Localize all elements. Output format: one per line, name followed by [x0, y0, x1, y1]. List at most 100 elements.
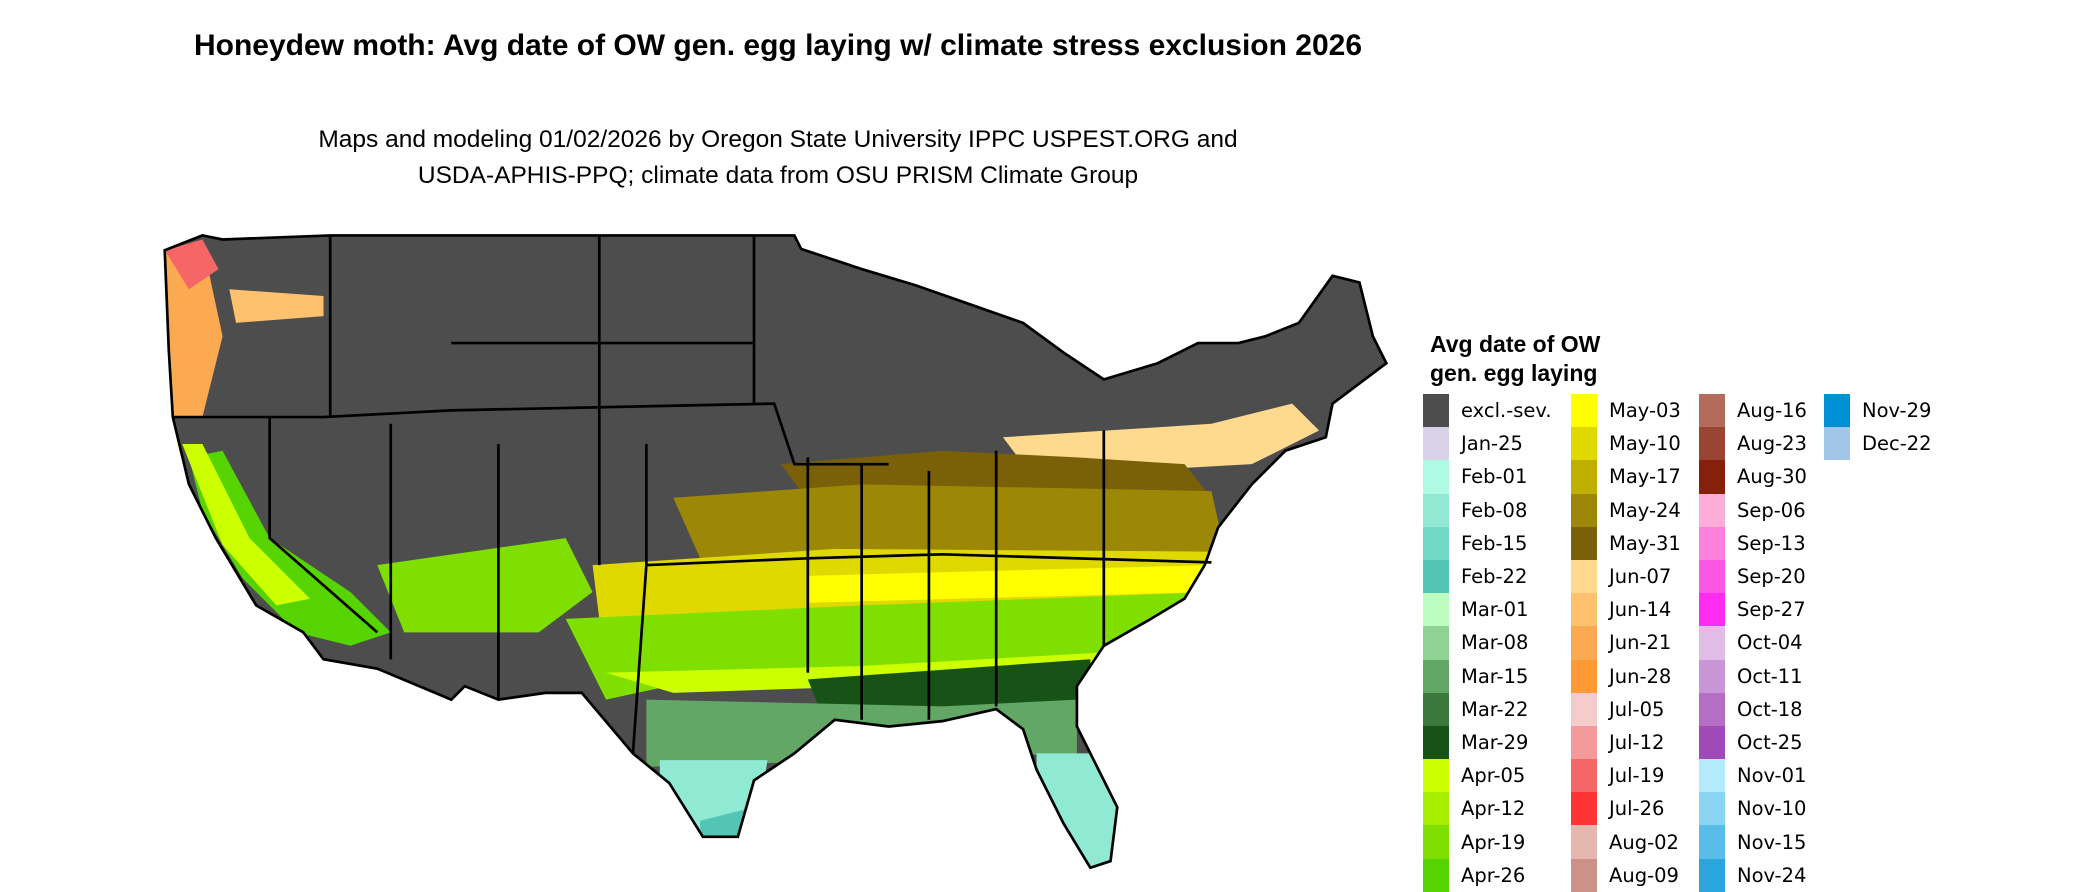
legend-swatch — [1571, 559, 1597, 594]
legend-label: Sep-13 — [1737, 531, 1806, 555]
legend-label: Oct-11 — [1737, 664, 1803, 688]
legend-label: Apr-05 — [1461, 764, 1526, 788]
legend-label: Jul-05 — [1609, 697, 1665, 721]
legend-column: Nov-29 Dec-22 — [1824, 394, 1932, 461]
legend-column: May-03 May-10 May-17 May-24 May-31 Jun-07 Jun-… — [1571, 394, 1681, 892]
legend-label: Apr-26 — [1461, 863, 1526, 887]
legend-swatch — [1699, 825, 1725, 859]
legend-swatch — [1423, 593, 1449, 627]
legend-item: Nov-15 — [1699, 825, 1807, 859]
legend-label: May-10 — [1609, 432, 1681, 456]
legend-item: Jun-07 — [1571, 559, 1681, 594]
legend-label: Oct-25 — [1737, 730, 1803, 754]
legend-swatch — [1571, 725, 1597, 760]
legend-item: May-17 — [1571, 460, 1681, 494]
legend-swatch — [1824, 427, 1850, 461]
map-title: Honeydew moth: Avg date of OW gen. egg l… — [178, 26, 1378, 66]
legend-item: Feb-15 — [1423, 526, 1552, 560]
legend-swatch — [1699, 858, 1725, 892]
legend-swatch — [1571, 659, 1597, 693]
legend-label: Jun-14 — [1609, 598, 1672, 622]
legend-label: Aug-30 — [1737, 465, 1807, 489]
subtitle-line-2: USDA-APHIS-PPQ; climate data from OSU PR… — [417, 162, 1139, 189]
legend-title: Avg date of OW gen. egg laying — [1430, 330, 1600, 388]
legend-item: Sep-06 — [1699, 493, 1807, 527]
legend-swatch — [1423, 559, 1449, 594]
legend-item: Jul-19 — [1571, 759, 1681, 793]
legend-swatch — [1699, 394, 1725, 428]
legend-item: Oct-04 — [1699, 626, 1807, 660]
legend-item: excl.-sev. — [1423, 394, 1552, 428]
legend: Avg date of OW gen. egg laying excl.-sev… — [1423, 330, 1932, 892]
state-lines — [172, 235, 1212, 754]
legend-swatch — [1699, 626, 1725, 660]
legend-item: Nov-10 — [1699, 792, 1807, 826]
map-subtitle: Maps and modeling 01/02/2026 by Oregon S… — [178, 122, 1378, 194]
zone-apr-05 — [606, 652, 1104, 693]
legend-swatch — [1699, 725, 1725, 760]
legend-item: Jul-12 — [1571, 725, 1681, 760]
subtitle-line-1: Maps and modeling 01/02/2026 by Oregon S… — [318, 126, 1238, 153]
legend-item: Aug-23 — [1699, 427, 1807, 461]
legend-label: Aug-23 — [1737, 432, 1807, 456]
legend-label: excl.-sev. — [1461, 399, 1552, 423]
legend-label: Nov-10 — [1737, 797, 1807, 821]
legend-label: Mar-08 — [1461, 631, 1529, 655]
legend-label: May-24 — [1609, 498, 1681, 522]
legend-item: Jun-28 — [1571, 659, 1681, 693]
legend-swatch — [1571, 792, 1597, 826]
legend-swatch — [1423, 858, 1449, 892]
legend-item: Jun-21 — [1571, 626, 1681, 660]
legend-item: Apr-19 — [1423, 825, 1552, 859]
legend-swatch — [1699, 759, 1725, 793]
legend-label: Feb-01 — [1461, 465, 1528, 489]
legend-label: Apr-12 — [1461, 797, 1526, 821]
legend-label: Aug-16 — [1737, 399, 1807, 423]
legend-item: Nov-01 — [1699, 759, 1807, 793]
legend-swatch — [1699, 493, 1725, 527]
legend-label: Sep-20 — [1737, 565, 1806, 589]
legend-label: Oct-18 — [1737, 697, 1803, 721]
legend-swatch — [1571, 394, 1597, 428]
zone-columbia-basin — [229, 289, 324, 323]
legend-swatch — [1699, 427, 1725, 461]
legend-swatch — [1571, 427, 1597, 461]
legend-item: May-10 — [1571, 427, 1681, 461]
legend-item: Nov-29 — [1824, 394, 1932, 428]
legend-swatch — [1699, 460, 1725, 494]
legend-label: Aug-09 — [1609, 863, 1679, 887]
legend-item: Feb-01 — [1423, 460, 1552, 494]
legend-swatch — [1423, 659, 1449, 693]
legend-swatch — [1423, 725, 1449, 760]
legend-item: Oct-11 — [1699, 659, 1807, 693]
legend-swatch — [1699, 593, 1725, 627]
legend-swatch — [1423, 493, 1449, 527]
legend-swatch — [1423, 427, 1449, 461]
legend-swatch — [1423, 759, 1449, 793]
legend-swatch — [1571, 460, 1597, 494]
legend-item: May-03 — [1571, 394, 1681, 428]
legend-label: Aug-02 — [1609, 830, 1679, 854]
legend-item: Dec-22 — [1824, 427, 1932, 461]
legend-label: Nov-01 — [1737, 764, 1807, 788]
legend-item: Aug-02 — [1571, 825, 1681, 859]
legend-swatch — [1699, 792, 1725, 826]
zone-pacific-coast — [164, 242, 223, 418]
legend-swatch — [1423, 394, 1449, 428]
legend-item: Apr-26 — [1423, 858, 1552, 892]
legend-item: May-31 — [1571, 526, 1681, 560]
legend-swatch — [1699, 526, 1725, 560]
legend-item: May-24 — [1571, 493, 1681, 527]
legend-label: Apr-19 — [1461, 830, 1526, 854]
legend-label: Jul-26 — [1609, 797, 1665, 821]
legend-label: Nov-29 — [1862, 399, 1932, 423]
legend-label: Jun-28 — [1609, 664, 1672, 688]
legend-swatch — [1423, 460, 1449, 494]
legend-item: Aug-16 — [1699, 394, 1807, 428]
legend-item: Jul-05 — [1571, 692, 1681, 726]
legend-item: Mar-01 — [1423, 593, 1552, 627]
legend-item: Jan-25 — [1423, 427, 1552, 461]
legend-item: Sep-20 — [1699, 559, 1807, 594]
legend-item: Oct-25 — [1699, 725, 1807, 760]
